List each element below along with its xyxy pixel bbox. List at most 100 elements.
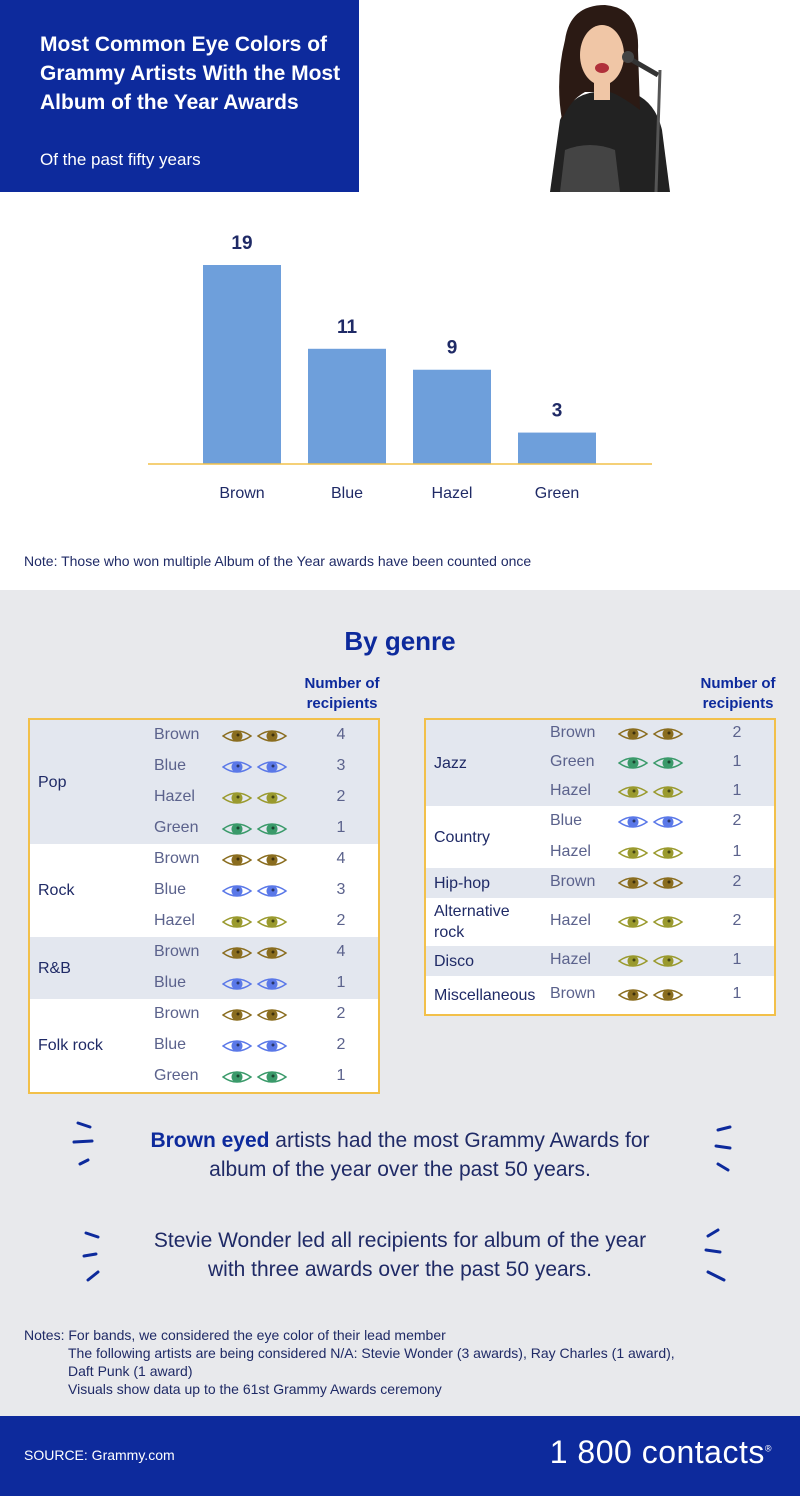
recipient-count: 2	[732, 912, 742, 929]
source-text: SOURCE: Grammy.com	[24, 1447, 175, 1463]
eye-color-name: Brown	[154, 1004, 200, 1022]
genre-group-disco: Disco Hazel 1	[426, 946, 774, 976]
eye-color-name: Brown	[154, 942, 200, 960]
category-label: Hazel	[432, 485, 473, 502]
eye-pair-icon	[617, 846, 684, 859]
eye-pair-icon	[617, 989, 684, 1001]
left-recipients-header: Number of recipients	[290, 674, 394, 714]
bar-blue	[308, 348, 386, 464]
table-row: Green 1	[30, 1062, 378, 1092]
table-row: Blue 2	[30, 1031, 378, 1061]
quote2-line1: Stevie Wonder led all recipients for alb…	[153, 1229, 647, 1252]
table-row: Hazel 1	[426, 838, 774, 868]
eye-pair-icon	[617, 955, 684, 967]
eye-pair-icon	[617, 815, 684, 828]
genre-group-rock: Rock Brown 4 Blue 3 Hazel 2	[30, 844, 378, 937]
bar-value-label: 9	[447, 338, 458, 359]
eye-color-name: Blue	[154, 1035, 187, 1053]
recipient-count: 2	[732, 811, 742, 829]
table-row: Blue 2	[426, 807, 774, 837]
page-subtitle: Of the past fifty years	[40, 150, 201, 169]
genre-section-title: By genre	[344, 626, 456, 656]
recipient-count: 1	[732, 951, 742, 968]
genre-group-folk-rock: Folk rock Brown 2 Blue 2 Green 1	[30, 999, 378, 1092]
eye-color-name: Hazel	[154, 787, 195, 805]
eye-color-name: Blue	[154, 880, 187, 898]
genre-label: Country	[434, 828, 491, 846]
recipient-count: 4	[336, 942, 346, 960]
table-row: Hazel 2	[30, 783, 378, 813]
eye-color-icons	[221, 882, 292, 900]
stevie-wonder-quote: Stevie Wonder led all recipients for alb…	[0, 1226, 800, 1284]
eye-color-icons	[221, 1068, 292, 1086]
eye-pair-icon	[617, 877, 684, 889]
quote2-line2: with three awards over the past 50 years…	[207, 1258, 593, 1281]
title-banner: Most Common Eye Colors of Grammy Artists…	[0, 0, 359, 192]
eye-color-icons	[221, 1037, 292, 1055]
table-row: Brown 4	[30, 845, 378, 875]
eye-color-name: Brown	[550, 985, 596, 1002]
eye-color-name: Green	[550, 753, 595, 770]
eye-color-icons	[221, 820, 292, 838]
quote-text-line2: album of the year over the past 50 years…	[209, 1158, 591, 1181]
eye-pair-icon	[221, 791, 288, 804]
genre-label: Rock	[38, 882, 75, 899]
recipient-count: 1	[732, 781, 742, 799]
table-row: Brown 2	[426, 868, 774, 898]
chart-note: Note: Those who won multiple Album of th…	[24, 553, 532, 569]
table-row: Blue 1	[30, 969, 378, 999]
logo-text: 1 800 contacts	[549, 1434, 765, 1470]
genre-label: Pop	[38, 773, 67, 791]
eye-color-name: Brown	[550, 724, 596, 742]
eye-color-icons	[617, 844, 688, 862]
recipient-count: 2	[336, 911, 346, 929]
page-title: Most Common Eye Colors of Grammy Artists…	[40, 33, 341, 114]
table-row: Blue 3	[30, 876, 378, 906]
eye-pair-icon	[221, 1070, 288, 1083]
eye-color-name: Hazel	[550, 781, 591, 799]
quote-bold-text: Brown eyed	[150, 1129, 270, 1152]
registered-mark: ®	[764, 1443, 772, 1454]
eye-color-name: Hazel	[550, 842, 591, 860]
eye-color-name: Green	[154, 1066, 199, 1084]
eye-color-icons	[221, 975, 292, 993]
notes-line: Daft Punk (1 award)	[68, 1363, 193, 1379]
genre-label: R&B	[38, 959, 71, 977]
recipient-count: 3	[336, 880, 346, 898]
genre-label: Alternative rock	[434, 903, 510, 941]
eye-color-name: Blue	[154, 756, 187, 774]
right-recipients-header: Number of recipients	[686, 674, 790, 714]
eye-color-name: Brown	[154, 725, 200, 743]
quote-marks-left-2	[82, 1231, 100, 1282]
genre-group-miscellaneous: Miscellaneous Brown 1	[426, 976, 774, 1014]
eye-pair-icon	[221, 760, 288, 773]
quote-marks-right-2	[704, 1228, 726, 1282]
right-genre-table: Jazz Brown 2 Green 1 Hazel 1 Country Blue 2 Hazel 1…	[424, 718, 776, 1016]
recipient-count: 1	[336, 1066, 346, 1084]
right-recipients-header-line1: Number of	[700, 675, 776, 692]
eye-color-icons	[617, 813, 688, 831]
table-row: Brown 4	[30, 721, 378, 751]
eye-color-icons	[221, 1006, 292, 1024]
eye-color-icons	[221, 851, 292, 869]
genre-group-pop: Pop Brown 4 Blue 3 Hazel 2 Green 1	[30, 720, 378, 844]
eye-color-icons	[221, 727, 292, 745]
recipient-count: 2	[336, 1004, 346, 1022]
eye-pair-icon	[221, 853, 288, 866]
eye-color-icons	[221, 913, 292, 931]
eye-color-name: Blue	[154, 973, 187, 991]
quote-marks-left-1	[72, 1121, 94, 1166]
genre-label: Folk rock	[38, 1037, 103, 1054]
eye-color-bar-chart: 19 Brown 11 Blue 9 Hazel 3 Green	[148, 233, 652, 502]
eye-color-name: Brown	[154, 849, 200, 867]
category-label: Blue	[331, 485, 363, 502]
table-row: Brown 2	[30, 1000, 378, 1030]
quote-text: artists had the most Grammy Awards for	[269, 1129, 650, 1152]
eye-color-icons	[221, 758, 292, 776]
table-row: Hazel 1	[426, 946, 774, 976]
genre-label: Miscellaneous	[434, 986, 536, 1004]
eye-pair-icon	[221, 946, 288, 959]
left-recipients-header-line2: recipients	[306, 695, 378, 712]
category-label: Green	[535, 485, 579, 502]
eye-color-icons	[617, 754, 688, 772]
